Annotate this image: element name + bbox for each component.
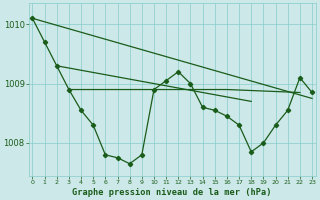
X-axis label: Graphe pression niveau de la mer (hPa): Graphe pression niveau de la mer (hPa) xyxy=(72,188,272,197)
